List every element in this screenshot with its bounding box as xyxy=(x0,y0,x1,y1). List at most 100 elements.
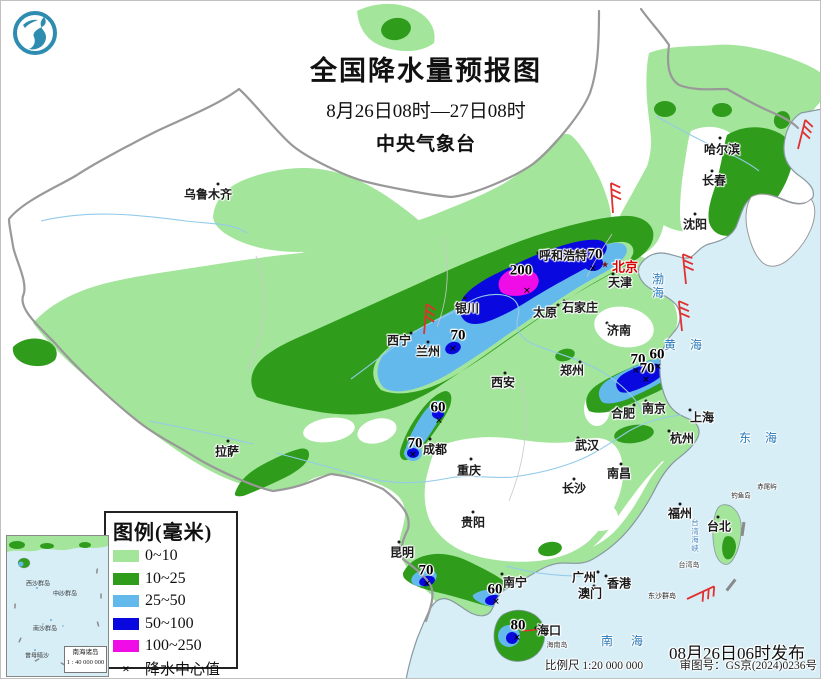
precip-core-hainan xyxy=(506,632,518,644)
sea-label: 钓鱼岛 xyxy=(731,492,751,500)
city-dot xyxy=(592,584,596,588)
precip-center-value: 70 xyxy=(630,351,646,368)
city-dot xyxy=(572,477,576,481)
precip-core xyxy=(407,448,419,458)
inset-island-label: 南沙群岛 xyxy=(32,626,58,633)
city-label: 拉萨 xyxy=(214,444,240,459)
legend-item-label: 50~100 xyxy=(145,614,194,632)
korea-peninsula xyxy=(745,193,816,267)
inset-coast xyxy=(7,536,108,552)
precip-core-100-250 xyxy=(498,268,539,296)
city-dot xyxy=(226,439,230,443)
city-label: 石家庄 xyxy=(561,300,599,315)
sea-label: 黄海 xyxy=(663,338,717,353)
province-borders xyxy=(246,233,613,502)
dry-pocket-central-south xyxy=(424,437,624,562)
city-dot xyxy=(500,572,504,576)
precip-center-value: 70 xyxy=(639,360,655,377)
leader-line xyxy=(522,628,544,632)
issue-time: 08月26日06时发布 xyxy=(669,644,805,663)
city-dot xyxy=(596,570,600,574)
precip-blob-taiwan-south xyxy=(722,536,736,560)
dry-pocket xyxy=(584,503,618,531)
city-label: 广州 xyxy=(571,570,597,585)
precip-center-value: 70 xyxy=(407,435,423,452)
sea-label: 赤尾屿 xyxy=(757,483,777,491)
inset-island-label: 西沙群岛 xyxy=(25,581,51,588)
national-border xyxy=(7,7,800,623)
city-label: 哈尔滨 xyxy=(703,142,741,157)
precip-band-north-china xyxy=(251,215,654,415)
precip-center-value: 60 xyxy=(430,399,446,416)
dry-pocket xyxy=(357,418,397,444)
precip-center-mark-icon: × xyxy=(642,371,650,387)
precip-center-value: 70 xyxy=(450,327,466,344)
precip-center-value: 60 xyxy=(487,581,503,598)
city-dot xyxy=(604,574,608,578)
precip-blob-west-edge xyxy=(12,338,57,367)
city-dot xyxy=(536,251,540,255)
city-label: 郑州 xyxy=(559,363,585,378)
precip-core-lanzhou xyxy=(445,341,461,355)
precip-blob xyxy=(654,101,676,117)
precip-band-25-50 xyxy=(377,242,627,392)
city-dot xyxy=(716,515,720,519)
precip-center-mark-icon: × xyxy=(492,593,500,609)
precip-center-value: 70 xyxy=(587,246,603,263)
precip-core-beijing xyxy=(583,255,603,271)
city-label: 杭州 xyxy=(669,431,695,446)
wind-barb-icon xyxy=(677,300,690,332)
city-label: 兰州 xyxy=(415,344,441,359)
precip-core xyxy=(432,409,444,419)
city-label: 济南 xyxy=(606,323,632,338)
precip-blob-shandong xyxy=(555,348,575,362)
city-label: 北京 xyxy=(611,259,639,275)
logo-swirl xyxy=(29,17,46,50)
legend-swatch xyxy=(113,550,139,563)
city-dot xyxy=(562,299,566,303)
wind-barb-icon xyxy=(686,585,716,602)
dry-pocket xyxy=(303,417,355,443)
city-dot xyxy=(428,437,432,441)
approval-number: 审图号：GS京(2024)0236号 xyxy=(679,660,817,672)
precip-center-value: 80 xyxy=(510,617,526,634)
inset-island-label: 中沙群岛 xyxy=(52,591,78,598)
city-label: 天津 xyxy=(607,275,633,290)
city-dot xyxy=(216,182,220,186)
city-label: 南昌 xyxy=(606,466,632,481)
legend-center-marker-row: × 降水中心值 xyxy=(113,658,230,678)
wind-barb-icon xyxy=(681,253,694,285)
sea-label: 台湾岛 xyxy=(678,560,700,569)
city-dot xyxy=(409,331,413,335)
city-dot xyxy=(605,321,609,325)
sea-label: 南海 xyxy=(600,634,662,649)
city-dot xyxy=(469,457,473,461)
legend-item-label: 100~250 xyxy=(145,637,202,655)
city-dot xyxy=(693,212,697,216)
city-label: 乌鲁木齐 xyxy=(183,187,233,202)
map-credits: 比例尺 1:20 000 000 审图号：GS京(2024)0236号 xyxy=(545,657,817,673)
inset-island-label: 曾母暗沙 xyxy=(24,653,50,660)
city-label: 合肥 xyxy=(610,406,636,421)
sea-label: 东海 xyxy=(738,431,792,446)
legend-item-label: 25~50 xyxy=(145,592,186,610)
precip-center-mark-icon: × xyxy=(513,629,521,645)
logo-ring xyxy=(13,11,57,55)
cma-logo xyxy=(11,9,59,57)
precip-center-value: 60 xyxy=(649,346,665,363)
city-dot xyxy=(463,296,467,300)
inset-precip xyxy=(18,561,24,567)
inset-precip xyxy=(79,542,91,548)
title-block: 全国降水量预报图 8月26日08时—27日08时 中央气象台 xyxy=(256,49,596,156)
city-label: 成都 xyxy=(422,442,448,457)
city-label: 太原 xyxy=(532,305,558,320)
precip-area-north-xinjiang xyxy=(213,168,437,252)
city-label: 上海 xyxy=(689,410,715,425)
city-label: 沈阳 xyxy=(682,217,708,232)
city-dot xyxy=(397,540,401,544)
city-label: 长春 xyxy=(701,173,727,188)
map-title: 全国降水量预报图 xyxy=(310,56,542,86)
sea-label: 海南岛 xyxy=(546,640,568,649)
